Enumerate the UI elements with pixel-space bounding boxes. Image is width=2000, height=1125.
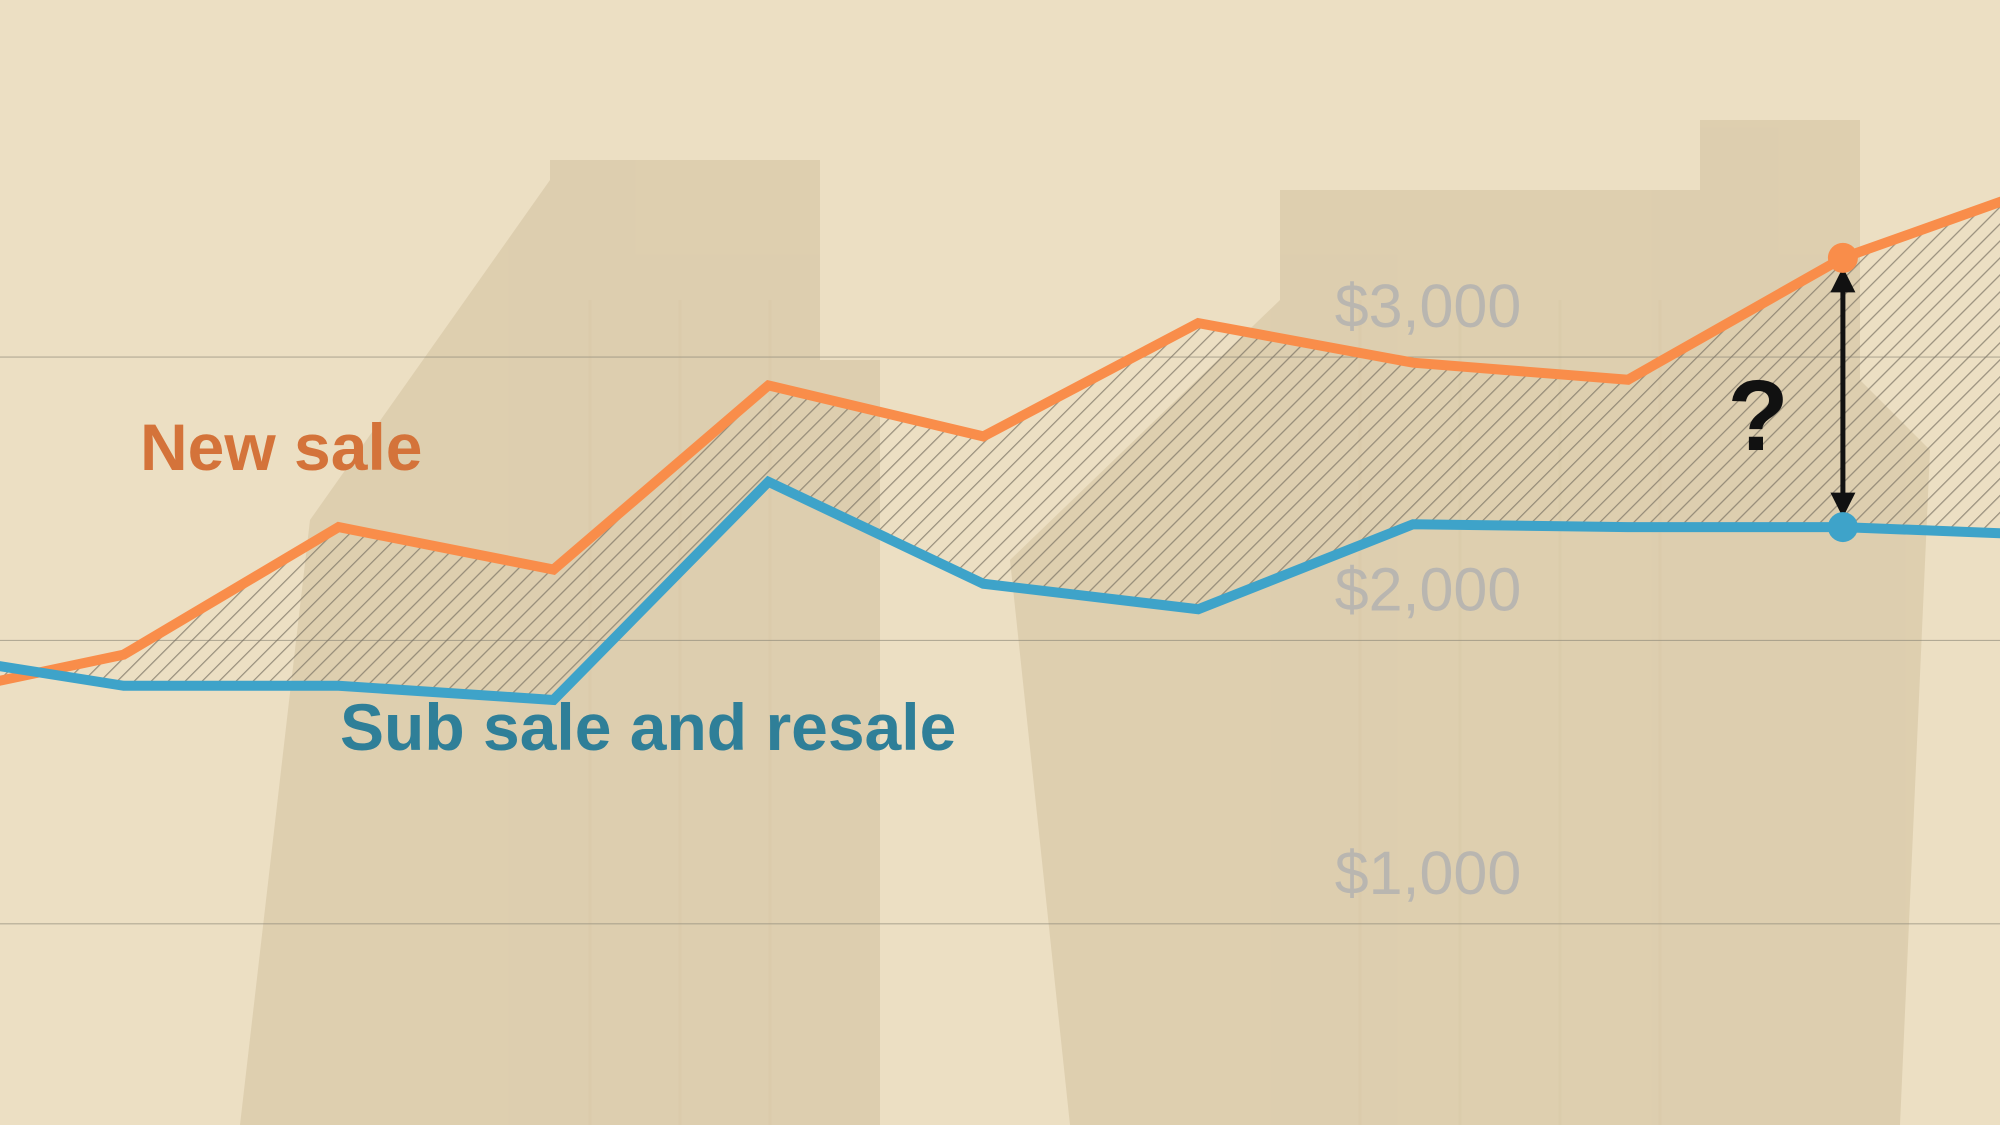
highlight-point (1827, 512, 1858, 543)
grid: $1,000 $2,000 $3,000 (0, 272, 2000, 925)
series-label: Sub sale and resale (340, 690, 956, 764)
series-line (0, 475, 2000, 706)
y-tick-label: $2,000 (1335, 555, 1522, 623)
highlight-point (1827, 242, 1858, 273)
y-tick-label: $1,000 (1335, 839, 1522, 907)
lines (0, 196, 2000, 706)
y-tick-label: $3,000 (1335, 272, 1522, 340)
annotation: ? (1727, 360, 1788, 472)
series-line (0, 196, 2000, 686)
series-label: New sale (140, 410, 423, 484)
gap-hatch (0, 201, 2000, 700)
